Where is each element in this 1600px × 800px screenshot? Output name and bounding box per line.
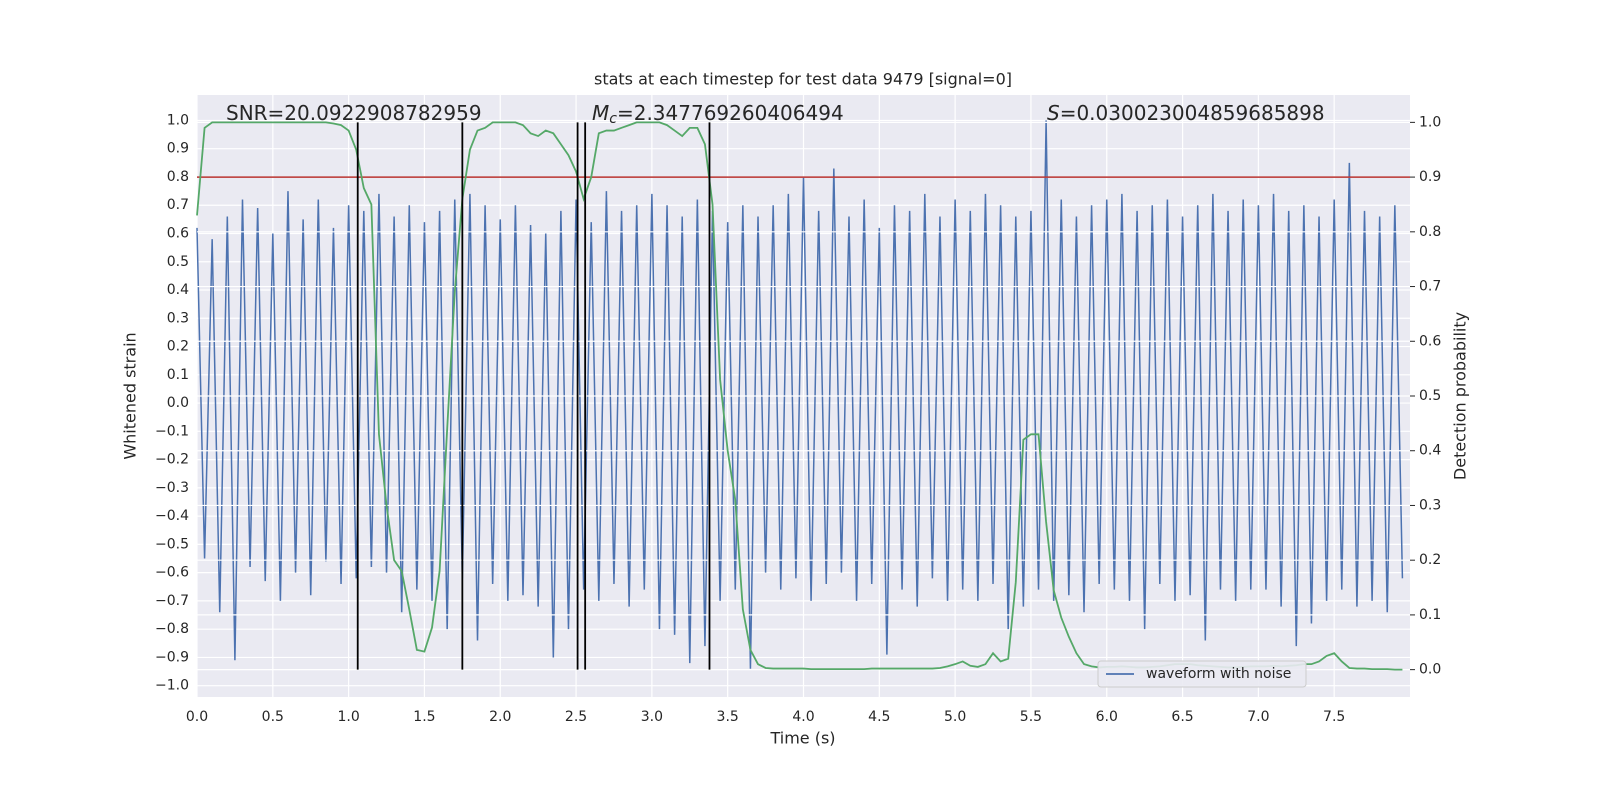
y2-tick-label: 0.2 (1419, 552, 1441, 568)
y-tick-label: 0.3 (167, 310, 189, 326)
y2-tick-label: 0.1 (1419, 607, 1441, 623)
y-tick-label: 0.8 (167, 169, 189, 185)
y2-axis-label: Detection probability (1451, 312, 1470, 480)
y-tick-label: −0.5 (155, 536, 189, 552)
y-tick-label: 0.1 (167, 367, 189, 383)
x-tick-label: 7.5 (1323, 709, 1345, 725)
annotation-subscript: c (609, 111, 617, 127)
x-tick-label: 3.5 (717, 709, 739, 725)
legend-box (1097, 660, 1307, 688)
x-tick-label: 5.5 (1020, 709, 1042, 725)
annotation-text: =2.347769260406494 (617, 101, 844, 125)
y-tick-label: 0.4 (167, 282, 189, 298)
y2-tick-label: 0.3 (1419, 497, 1441, 513)
x-tick-label: 5.0 (944, 709, 966, 725)
y2-tick-label: 1.0 (1419, 114, 1441, 130)
y-tick-label: −0.3 (155, 480, 189, 496)
y2-tick-label: 0.9 (1419, 169, 1441, 185)
x-tick-label: 2.0 (489, 709, 511, 725)
y2-tick-label: 0.7 (1419, 279, 1441, 295)
annotation-text: SNR=20.0922908782959 (226, 101, 482, 125)
x-tick-label: 0.0 (186, 709, 208, 725)
y-tick-label: 1.0 (167, 112, 189, 128)
x-tick-label: 3.0 (641, 709, 663, 725)
x-tick-label: 6.0 (1096, 709, 1118, 725)
y-tick-label: −1.0 (155, 678, 189, 694)
x-tick-label: 0.5 (262, 709, 284, 725)
y-tick-label: 0.0 (167, 395, 189, 411)
x-tick-label: 6.5 (1171, 709, 1193, 725)
series-line (196, 120, 1404, 669)
y-tick-label: 0.6 (167, 225, 189, 241)
y2-tick-label: 0.4 (1419, 443, 1441, 459)
annotation: S=0.030023004859685898 (1047, 101, 1325, 125)
y-tick-label: −0.6 (155, 565, 189, 581)
x-tick-label: 7.0 (1247, 709, 1269, 725)
y2-tick-label: 0.0 (1419, 662, 1441, 678)
x-axis-label: Time (s) (769, 729, 835, 748)
y-tick-label: −0.2 (155, 452, 189, 468)
annotation-text: =0.030023004859685898 (1060, 101, 1325, 125)
annotation: Mc=2.347769260406494 (592, 101, 844, 128)
x-tick-label: 1.5 (413, 709, 435, 725)
annotation-symbol: S (1047, 101, 1060, 125)
x-tick-label: 4.5 (868, 709, 890, 725)
x-tick-label: 2.5 (565, 709, 587, 725)
y2-tick-label: 0.5 (1419, 388, 1441, 404)
y-tick-label: 0.5 (167, 254, 189, 270)
annotation: SNR=20.0922908782959 (226, 101, 482, 125)
y-tick-label: −0.4 (155, 508, 189, 524)
y2-tick-label: 0.8 (1419, 224, 1441, 240)
y-tick-label: 0.2 (167, 339, 189, 355)
y-tick-label: −0.7 (155, 593, 189, 609)
y-axis-label: Whitened strain (121, 332, 140, 459)
x-tick-label: 4.0 (792, 709, 814, 725)
x-tick-label: 1.0 (337, 709, 359, 725)
legend-label: waveform with noise (1146, 666, 1291, 682)
y2-tick-label: 0.6 (1419, 333, 1441, 349)
chart-title: stats at each timestep for test data 947… (594, 70, 1012, 89)
y-tick-label: −0.9 (155, 649, 189, 665)
annotation-symbol: M (592, 101, 609, 125)
y-tick-label: 0.9 (167, 141, 189, 157)
y-tick-label: −0.1 (155, 423, 189, 439)
y-tick-label: 0.7 (167, 197, 189, 213)
y-tick-label: −0.8 (155, 621, 189, 637)
